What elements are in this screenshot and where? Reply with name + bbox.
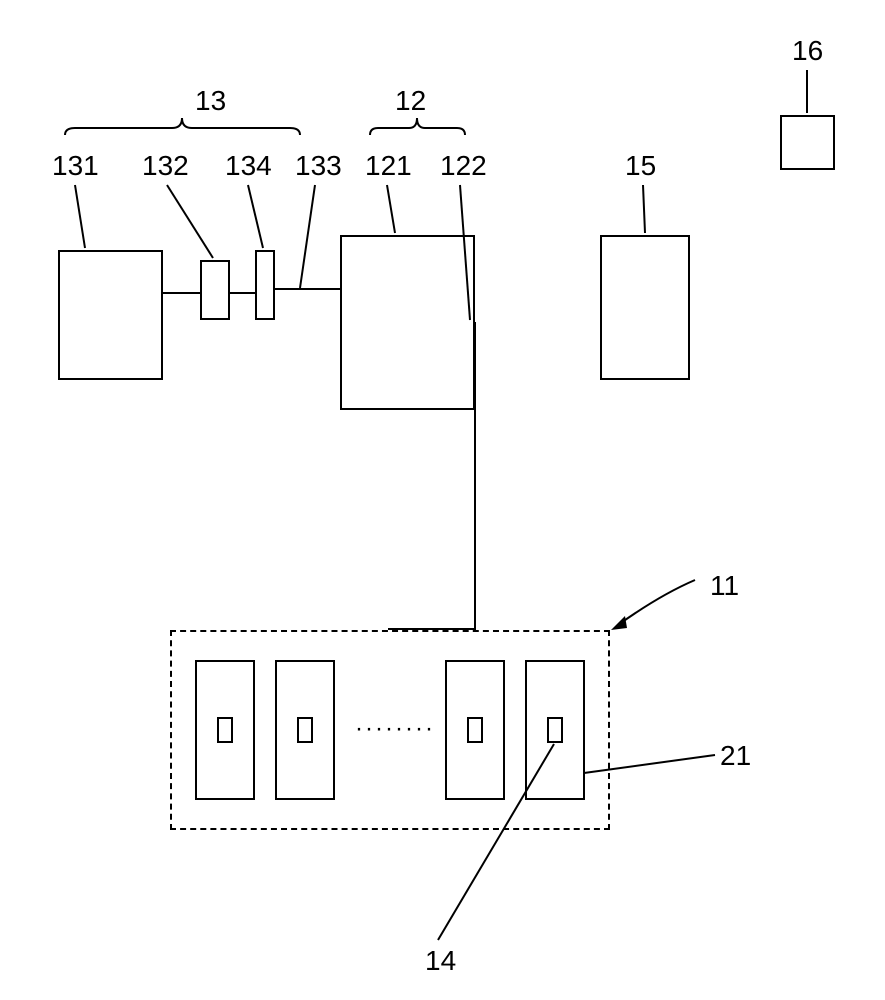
arrow-11-curve xyxy=(618,580,695,625)
diagram-svg xyxy=(0,0,885,1000)
leader-131 xyxy=(75,185,85,248)
leader-132 xyxy=(167,185,213,258)
leader-122 xyxy=(460,185,470,320)
leader-15 xyxy=(643,185,645,233)
leader-121 xyxy=(387,185,395,233)
brace-13 xyxy=(65,118,300,135)
brace-12 xyxy=(370,118,465,135)
leader-133 xyxy=(300,185,315,288)
leader-14 xyxy=(438,744,554,940)
arrow-11-head xyxy=(611,616,627,630)
leader-21 xyxy=(584,755,715,773)
leader-134 xyxy=(248,185,263,248)
